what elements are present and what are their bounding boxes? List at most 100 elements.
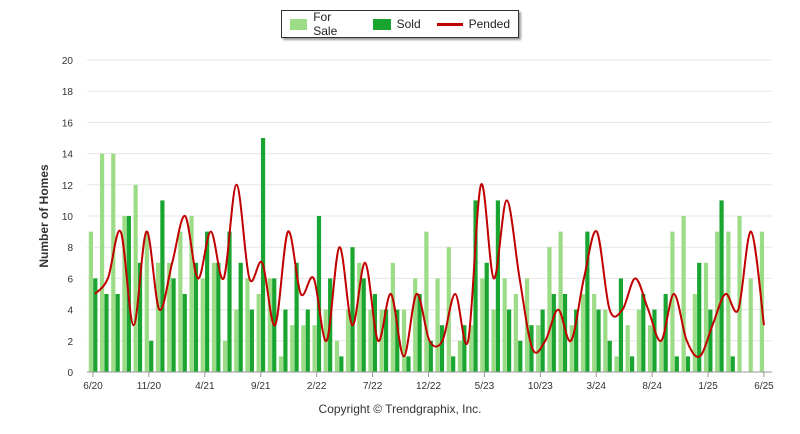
for-sale-bar — [368, 309, 373, 372]
for-sale-bar — [424, 231, 429, 372]
for-sale-bar — [737, 216, 742, 372]
sold-bar — [339, 356, 344, 372]
legend-label-sold: Sold — [396, 17, 421, 31]
pended-line — [94, 183, 765, 358]
sold-bar — [417, 294, 422, 372]
x-tick-label: 6/20 — [83, 381, 103, 392]
sold-bar — [171, 278, 176, 372]
for-sale-bar — [256, 294, 261, 372]
for-sale-bar — [569, 325, 574, 372]
for-sale-bar — [211, 262, 217, 372]
for-sale-bar — [346, 309, 351, 372]
sold-bar — [641, 294, 646, 372]
sold-bar — [238, 262, 243, 372]
sold-bar — [249, 309, 254, 372]
sold-bar — [383, 309, 389, 372]
for-sale-bar — [547, 247, 552, 372]
for-sale-bar — [457, 340, 463, 372]
for-sale-bar — [99, 153, 105, 372]
for-sale-bar — [659, 340, 664, 372]
sold-bar — [439, 325, 445, 372]
for-sale-bar — [491, 309, 496, 372]
legend: For Sale Sold Pended — [281, 10, 519, 38]
sold-bar — [495, 200, 500, 372]
x-tick-label: 1/25 — [698, 381, 718, 392]
sold-bar — [193, 262, 199, 372]
pended-swatch — [436, 22, 463, 26]
for-sale-bar — [245, 278, 250, 372]
x-tick-labels: 6/20 11/20 4/21 9/21 2/22 7/22 12/22 5/23 10/23 3… — [83, 372, 774, 392]
sold-bar — [104, 294, 109, 372]
for-sale-bar — [592, 294, 597, 372]
legend-label-for-sale: For Sale — [313, 10, 338, 38]
for-sale-bar — [178, 231, 183, 372]
x-tick-label: 2/22 — [307, 381, 327, 392]
for-sale-bar — [278, 356, 284, 372]
x-tick-label: 3/24 — [587, 381, 607, 392]
for-sale-bar — [155, 262, 161, 372]
for-sale-bar — [636, 309, 641, 372]
y-tick-label: 0 — [67, 368, 73, 379]
sold-bar — [506, 309, 512, 372]
y-tick-label: 12 — [62, 181, 74, 192]
sold-bar — [562, 294, 568, 372]
for-sale-bar — [312, 325, 317, 372]
for-sale-bar — [469, 325, 474, 372]
x-tick-label: 5/23 — [475, 381, 495, 392]
sold-bar — [406, 356, 411, 372]
x-tick-label: 7/22 — [363, 381, 383, 392]
sold-bar — [551, 294, 556, 372]
for-sale-bar — [144, 231, 149, 372]
for-sale-bar — [670, 231, 675, 372]
for-sale-bar — [536, 325, 541, 372]
sold-bar — [540, 309, 545, 372]
sold-bar — [395, 309, 400, 372]
sold-bar — [428, 340, 433, 372]
y-tick-label: 4 — [67, 306, 73, 317]
sold-bar — [160, 200, 165, 372]
for-sale-bar — [513, 294, 518, 372]
x-tick-label: 9/21 — [251, 381, 271, 392]
for-sale-bar — [580, 294, 586, 372]
for-sale-bar — [334, 340, 340, 372]
for-sale-bar — [715, 231, 720, 372]
x-tick-label: 6/25 — [754, 381, 774, 392]
for-sale-bar — [133, 184, 138, 372]
pended-series-line — [94, 183, 765, 358]
sold-bar — [663, 294, 668, 372]
for-sale-bar — [357, 262, 362, 372]
sold-bar — [518, 340, 523, 372]
sold-bar — [93, 278, 98, 372]
sold-bar — [205, 231, 210, 372]
legend-label-pended: Pended — [468, 17, 510, 31]
y-tick-label: 20 — [62, 56, 74, 67]
for-sale-bar — [703, 262, 709, 372]
sold-bar — [652, 309, 657, 372]
for-sale-bar — [290, 325, 295, 372]
sold-bar — [137, 262, 143, 372]
legend-item-pended[interactable]: Pended — [436, 17, 510, 31]
for-sale-bar — [480, 278, 485, 372]
for-sale-bar — [603, 309, 608, 372]
y-tick-label: 10 — [62, 212, 74, 223]
for-sale-bar — [502, 278, 507, 372]
sold-bar — [618, 278, 624, 372]
sold-bar — [283, 309, 288, 372]
y-tick-label: 14 — [62, 150, 74, 161]
sold-bar — [316, 216, 322, 372]
for-sale-bar — [234, 309, 239, 372]
sold-bar — [115, 294, 120, 372]
legend-item-for-sale[interactable]: For Sale — [290, 10, 357, 38]
sold-bar — [484, 262, 489, 372]
sold-bar — [182, 294, 187, 372]
for-sale-bar — [558, 231, 563, 372]
sold-bar — [260, 138, 266, 372]
legend-item-sold[interactable]: Sold — [372, 17, 421, 31]
y-tick-label: 8 — [67, 243, 73, 254]
sold-bar — [730, 356, 735, 372]
for-sale-bar — [692, 294, 697, 372]
for-sale-bar — [267, 278, 272, 372]
for-sale-bar — [401, 309, 407, 372]
sold-bar — [685, 356, 691, 372]
for-sale-bar — [301, 325, 306, 372]
